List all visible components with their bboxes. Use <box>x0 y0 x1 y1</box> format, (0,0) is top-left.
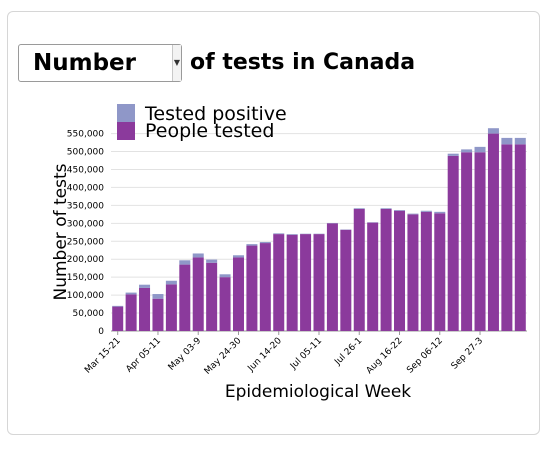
bar-tested-positive[interactable] <box>112 305 124 307</box>
bar-tested-positive[interactable] <box>514 137 526 145</box>
metric-select-value: Number <box>33 50 136 76</box>
bar-people-tested[interactable] <box>420 211 432 331</box>
y-tick-label: 50,000 <box>73 309 105 319</box>
bar-people-tested[interactable] <box>232 257 244 331</box>
bar-people-tested[interactable] <box>286 234 298 331</box>
y-tick-label: 100,000 <box>67 291 104 301</box>
bar-people-tested[interactable] <box>367 222 379 331</box>
y-tick-label: 550,000 <box>67 130 104 140</box>
bar-tested-positive[interactable] <box>232 255 244 258</box>
y-tick-label: 350,000 <box>67 201 104 211</box>
bar-tested-positive[interactable] <box>179 260 191 265</box>
bar-people-tested[interactable] <box>380 208 392 331</box>
x-tick-label: Apr 05-11 <box>124 336 163 375</box>
x-tick-label: Sep 06-12 <box>405 336 445 376</box>
bar-tested-positive[interactable] <box>125 292 137 295</box>
y-tick-label: 250,000 <box>67 237 104 247</box>
legend-swatch-tested <box>117 122 135 140</box>
bar-tested-positive[interactable] <box>461 149 473 153</box>
bar-tested-positive[interactable] <box>353 208 365 209</box>
legend-swatch-positive <box>117 104 135 122</box>
bar-people-tested[interactable] <box>246 245 258 331</box>
bar-tested-positive[interactable] <box>246 244 258 246</box>
x-tick-label: May 03-9 <box>167 336 204 373</box>
bars <box>112 128 526 331</box>
y-tick-label: 150,000 <box>67 273 104 283</box>
bar-tested-positive[interactable] <box>286 234 298 235</box>
bar-tested-positive[interactable] <box>487 128 499 134</box>
y-tick-label: 200,000 <box>67 255 104 265</box>
bar-tested-positive[interactable] <box>219 274 231 278</box>
bar-people-tested[interactable] <box>273 234 285 331</box>
bar-tested-positive[interactable] <box>206 259 218 263</box>
bar-people-tested[interactable] <box>487 133 499 331</box>
y-tick-label: 300,000 <box>67 219 104 229</box>
y-tick-label: 500,000 <box>67 148 104 158</box>
bar-people-tested[interactable] <box>219 277 231 331</box>
bar-people-tested[interactable] <box>326 223 338 331</box>
bar-people-tested[interactable] <box>501 144 513 331</box>
bar-people-tested[interactable] <box>434 213 446 331</box>
bar-people-tested[interactable] <box>206 262 218 331</box>
bar-people-tested[interactable] <box>461 152 473 331</box>
bar-people-tested[interactable] <box>139 287 151 331</box>
bar-tested-positive[interactable] <box>434 211 446 214</box>
bar-tested-positive[interactable] <box>474 146 486 153</box>
x-tick-label: Jul 26-1 <box>332 336 364 368</box>
y-axis-title: Number of tests <box>51 163 71 300</box>
bar-tested-positive[interactable] <box>273 233 285 235</box>
bar-people-tested[interactable] <box>340 229 352 331</box>
x-tick-label: Aug 16-22 <box>365 336 405 376</box>
bar-people-tested[interactable] <box>165 284 177 331</box>
bar-tested-positive[interactable] <box>394 210 406 211</box>
bar-tested-positive[interactable] <box>259 241 271 244</box>
bar-tested-positive[interactable] <box>152 294 164 299</box>
bar-people-tested[interactable] <box>125 294 137 331</box>
dropdown-arrow-icon[interactable]: ▼ <box>172 45 181 81</box>
x-tick-label: May 24-30 <box>203 336 244 377</box>
y-tick-label: 400,000 <box>67 183 104 193</box>
bar-people-tested[interactable] <box>447 155 459 331</box>
bar-people-tested[interactable] <box>259 243 271 331</box>
bar-people-tested[interactable] <box>152 298 164 331</box>
x-tick-label: Jun 14-20 <box>246 336 284 374</box>
bar-people-tested[interactable] <box>192 257 204 331</box>
bar-people-tested[interactable] <box>474 152 486 331</box>
bar-people-tested[interactable] <box>407 214 419 331</box>
bar-people-tested[interactable] <box>353 208 365 331</box>
x-axis-title: Epidemiological Week <box>225 382 411 402</box>
bar-tested-positive[interactable] <box>447 153 459 156</box>
bar-tested-positive[interactable] <box>192 253 204 258</box>
bar-tested-positive[interactable] <box>407 213 419 215</box>
bar-tested-positive[interactable] <box>165 280 177 285</box>
legend-label-tested: People tested <box>145 120 274 142</box>
bar-people-tested[interactable] <box>514 144 526 331</box>
y-axis-ticks: 0 50,000 100,000 150,000 200,000 250,000 300,0… <box>67 130 104 337</box>
bar-people-tested[interactable] <box>313 234 325 331</box>
bar-people-tested[interactable] <box>394 210 406 331</box>
bar-tested-positive[interactable] <box>139 284 151 288</box>
x-tick-label: Mar 15-21 <box>83 336 123 376</box>
legend-label-positive: Tested positive <box>144 103 287 125</box>
bar-people-tested[interactable] <box>179 264 191 331</box>
bar-tested-positive[interactable] <box>380 208 392 209</box>
x-axis-ticks: Mar 15-21 Apr 05-11 May 03-9 May 24-30 Jun 1… <box>83 331 485 377</box>
bar-tested-positive[interactable] <box>501 137 513 145</box>
bar-people-tested[interactable] <box>112 306 124 331</box>
x-tick-label: Jul 05-11 <box>288 336 324 372</box>
bar-tested-positive[interactable] <box>420 210 432 212</box>
metric-select[interactable]: Number ▼ <box>18 44 182 82</box>
y-tick-label: 450,000 <box>67 165 104 175</box>
bar-people-tested[interactable] <box>300 234 312 331</box>
y-tick-label: 0 <box>98 327 104 337</box>
x-tick-label: Sep 27-3 <box>450 336 486 372</box>
chart-title: of tests in Canada <box>190 50 416 75</box>
